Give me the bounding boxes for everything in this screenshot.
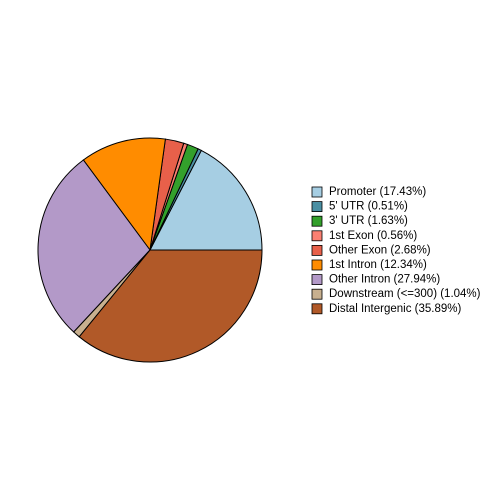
legend-label: Other Exon (2.68%) [329,244,431,256]
pie-slice [149,149,263,251]
legend-swatch [311,303,323,315]
legend-label: 3' UTR (1.63%) [329,215,408,227]
pie-slice [37,159,151,333]
legend-label: Downstream (<=300) (1.04%) [329,288,481,300]
pie-slice [82,137,166,252]
pie-slice [78,249,263,363]
legend-label: Other Intron (27.94%) [329,274,440,286]
legend-swatch [311,244,323,256]
legend-swatch [311,259,323,271]
legend-swatch [311,186,323,198]
legend-swatch [311,230,323,242]
legend-swatch [311,288,323,300]
legend-label: 5' UTR (0.51%) [329,201,408,213]
legend-swatch [311,201,323,213]
legend-label: 1st Exon (0.56%) [329,230,417,242]
legend-label: Promoter (17.43%) [329,186,426,198]
legend-label: 1st Intron (12.34%) [329,259,427,271]
legend-label: Distal Intergenic (35.89%) [329,303,461,315]
legend-swatch [311,274,323,286]
legend-swatch [311,215,323,227]
